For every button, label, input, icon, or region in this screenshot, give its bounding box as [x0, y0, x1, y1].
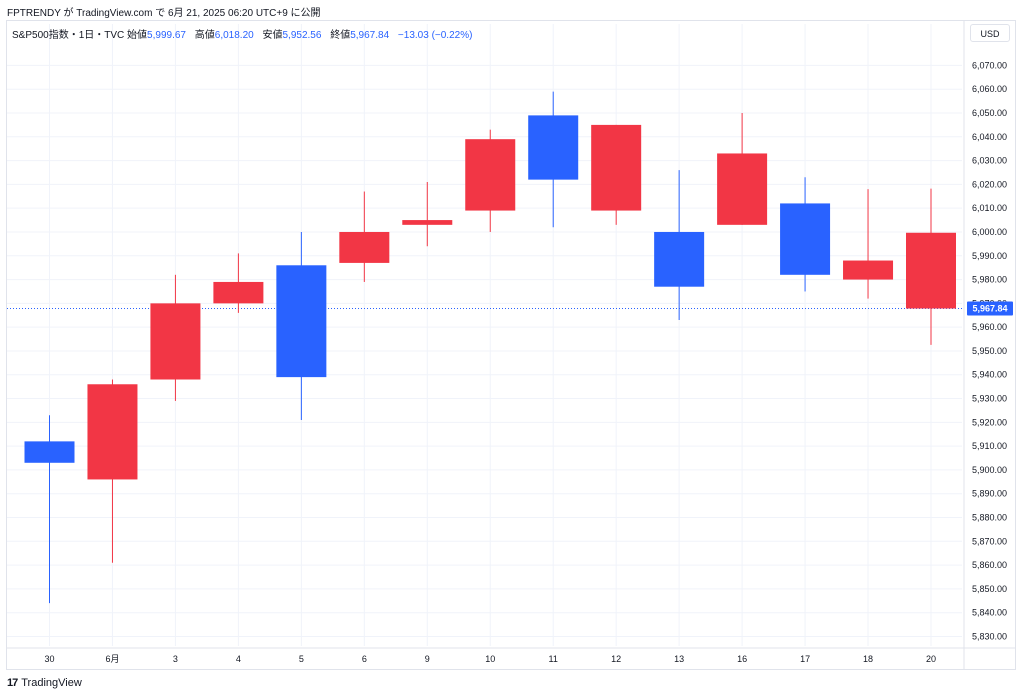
x-tick-label: 17 [800, 654, 810, 664]
x-tick-label: 4 [236, 654, 241, 664]
x-tick-label: 6月 [105, 654, 119, 664]
y-tick-label: 5,850.00 [972, 584, 1007, 594]
x-tick-label: 13 [674, 654, 684, 664]
open-label: 始値 [127, 30, 148, 41]
y-tick-label: 5,830.00 [972, 631, 1007, 641]
y-tick-label: 5,940.00 [972, 370, 1007, 380]
last-price-tag [967, 301, 1013, 316]
candle-body [654, 231, 705, 287]
candle-body [780, 203, 831, 275]
currency-button[interactable]: USD [970, 24, 1010, 42]
candle-body [528, 115, 579, 180]
high-value: 6,018.20 [214, 30, 254, 41]
y-tick-label: 5,890.00 [972, 489, 1007, 499]
low-label: 安値 [262, 30, 283, 41]
y-tick-label: 6,020.00 [972, 179, 1007, 189]
y-tick-label: 5,920.00 [972, 417, 1007, 427]
x-tick-label: 3 [173, 654, 178, 664]
candle-body [465, 139, 516, 211]
y-tick-label: 5,930.00 [972, 394, 1007, 404]
x-tick-label: 16 [737, 654, 747, 664]
candle-body [24, 441, 75, 463]
candle-body [276, 265, 327, 378]
candle-body [717, 153, 768, 225]
y-tick-label: 5,860.00 [972, 560, 1007, 570]
high-label: 高値 [194, 30, 215, 41]
y-tick-label: 5,980.00 [972, 275, 1007, 285]
chart-frame [6, 20, 1016, 670]
candle-body [339, 231, 390, 263]
tradingview-logo-icon: 17 [7, 677, 18, 689]
close-value: 5,967.84 [350, 30, 390, 41]
publish-caption: FPTRENDY が TradingView.com で 6月 21, 2025… [7, 8, 321, 19]
y-tick-label: 6,070.00 [972, 60, 1007, 70]
x-tick-label: 11 [549, 654, 558, 664]
x-tick-label: 6 [362, 654, 367, 664]
candle-body [591, 124, 642, 211]
symbol-name[interactable]: S&P500指数・1日・TVC [12, 30, 125, 41]
y-tick-label: 5,910.00 [972, 441, 1007, 451]
x-tick-label: 9 [425, 654, 430, 664]
x-tick-label: 12 [611, 654, 621, 664]
candle-body [87, 384, 138, 480]
y-tick-label: 5,870.00 [972, 536, 1007, 546]
y-tick-label: 6,000.00 [972, 227, 1007, 237]
x-tick-label: 20 [926, 654, 936, 664]
x-tick-label: 30 [44, 654, 54, 664]
candle-body [150, 303, 201, 380]
y-tick-label: 6,030.00 [972, 156, 1007, 166]
tradingview-logo[interactable]: 17 TradingView [7, 677, 82, 689]
y-tick-label: 5,880.00 [972, 513, 1007, 523]
y-tick-label: 6,060.00 [972, 84, 1007, 94]
candle-body [402, 220, 453, 225]
open-value: 5,999.67 [147, 30, 186, 41]
y-tick-label: 5,840.00 [972, 608, 1007, 618]
symbol-legend: S&P500指数・1日・TVC 始値5,999.67 高値6,018.20 安値… [12, 26, 478, 41]
y-tick-label: 6,050.00 [972, 108, 1007, 118]
y-tick-label: 6,010.00 [972, 203, 1007, 213]
y-tick-label: 5,990.00 [972, 251, 1007, 261]
tradingview-logo-text: TradingView [21, 677, 82, 689]
x-tick-label: 5 [299, 654, 304, 664]
x-tick-label: 18 [863, 654, 873, 664]
last-price-label: 5,967.84 [972, 303, 1007, 313]
candle-body [213, 281, 264, 304]
y-tick-label: 5,960.00 [972, 322, 1007, 332]
change-value: −13.03 (−0.22%) [397, 30, 473, 41]
y-tick-label: 5,900.00 [972, 465, 1007, 475]
candle-body [843, 260, 894, 280]
close-label: 終値 [330, 30, 351, 41]
y-tick-label: 6,040.00 [972, 132, 1007, 142]
x-tick-label: 10 [485, 654, 495, 664]
y-tick-label: 5,950.00 [972, 346, 1007, 356]
candle-body [906, 232, 956, 309]
low-value: 5,952.56 [282, 30, 322, 41]
